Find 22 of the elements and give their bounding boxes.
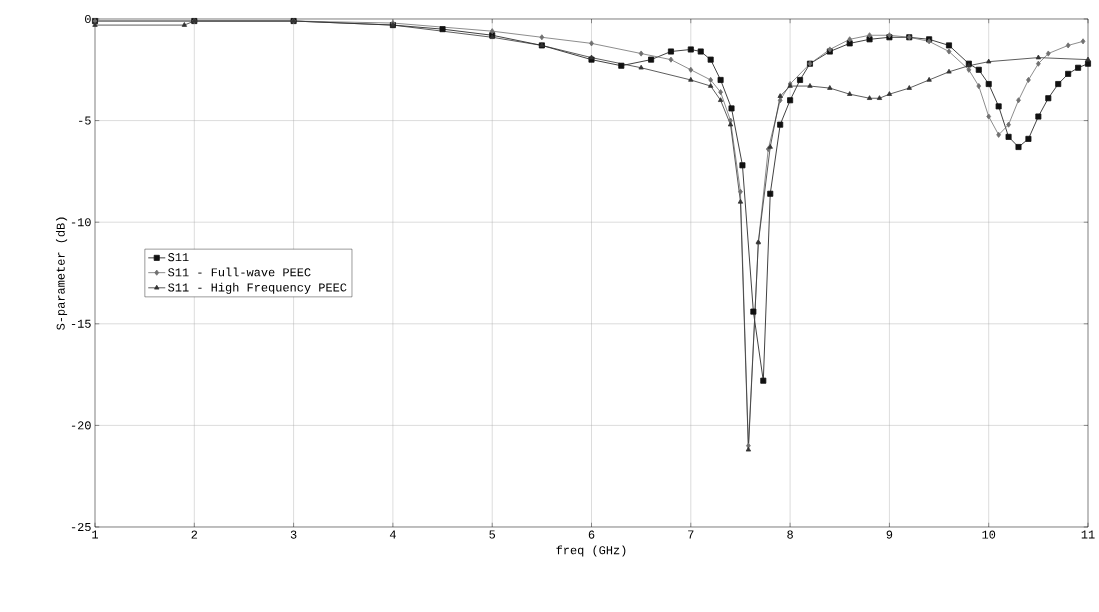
x-tick-label: 3 [290, 530, 297, 539]
y-tick-label: -10 [71, 218, 91, 227]
x-tick-label: 10 [982, 530, 996, 539]
legend-label: S11 - High Frequency PEEC [168, 282, 347, 294]
y-tick-label: -5 [79, 116, 91, 125]
x-tick-label: 11 [1081, 530, 1095, 539]
x-tick-label: 8 [787, 530, 793, 539]
x-tick-label: 9 [886, 530, 893, 539]
y-axis-title: S-parameter (dB) [55, 217, 68, 330]
x-tick-label: 7 [688, 530, 694, 539]
legend-label: S11 [168, 253, 189, 262]
x-tick-label: 1 [92, 530, 99, 539]
y-tick-label: -20 [71, 421, 91, 430]
legend-label: S11 - Full-wave PEEC [168, 267, 311, 277]
x-tick-label: 2 [191, 530, 198, 539]
y-tick-label: 0 [85, 14, 91, 24]
x-tick-label: 6 [588, 530, 595, 539]
x-axis-title: freq (GHz) [556, 545, 626, 557]
y-tick-label: -15 [71, 319, 91, 328]
x-tick-label: 5 [489, 530, 496, 539]
y-tick-label: -25 [71, 522, 91, 532]
x-tick-label: 4 [389, 530, 396, 539]
